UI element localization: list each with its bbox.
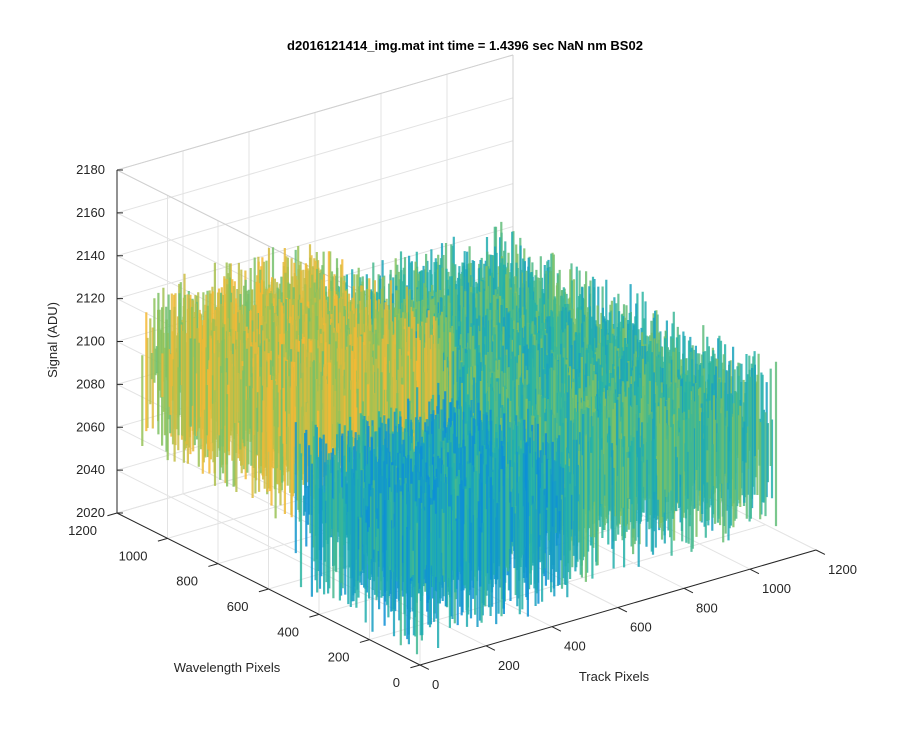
y-tick	[258, 588, 269, 593]
axes-lines	[107, 169, 826, 670]
y-tick-label: 200	[328, 650, 350, 665]
grid-line	[116, 183, 514, 300]
x-tick-label: 1000	[762, 581, 791, 596]
x-tick-label: 200	[498, 658, 520, 673]
x-tick	[749, 568, 760, 575]
x-tick-label: 0	[432, 677, 439, 692]
chart-title: d2016121414_img.mat int time = 1.4396 se…	[287, 38, 643, 53]
y-tick	[410, 664, 421, 669]
z-tick-label: 2060	[76, 419, 105, 434]
z-tick-label: 2160	[76, 205, 105, 220]
y-tick	[107, 512, 118, 517]
x-tick	[485, 645, 496, 651]
y-tick-label: 1200	[68, 523, 97, 538]
z-tick-label: 2040	[76, 462, 105, 477]
y-axis-label: Wavelength Pixels	[174, 660, 281, 675]
x-axis-label: Track Pixels	[579, 669, 650, 684]
x-tick	[617, 607, 628, 613]
x-tick-label: 400	[564, 639, 586, 654]
y-tick-label: 800	[176, 574, 198, 589]
grid-line	[116, 97, 514, 214]
z-tick-label: 2100	[76, 334, 105, 349]
y-tick	[157, 537, 168, 542]
box-edge	[116, 54, 514, 171]
y-tick-label: 0	[393, 675, 400, 690]
y-tick-label: 400	[277, 624, 299, 639]
x-tick	[551, 626, 562, 632]
x-tick	[815, 549, 826, 555]
y-tick-label: 600	[227, 599, 249, 614]
x-tick	[683, 587, 694, 594]
surface-plot	[141, 221, 778, 655]
grid-line	[116, 140, 514, 257]
z-tick-label: 2140	[76, 248, 105, 263]
tick-labels: 0 200 400 600 800 1000 1200 0 200 400 600 800 1000 12…	[68, 162, 857, 692]
x-tick-label: 600	[630, 620, 652, 635]
x-tick-label: 800	[696, 600, 718, 615]
x-tick-label: 1200	[828, 562, 857, 577]
z-tick-label: 2180	[76, 162, 105, 177]
y-tick	[208, 563, 219, 567]
z-tick-label: 2020	[76, 505, 105, 520]
z-tick-label: 2120	[76, 291, 105, 306]
y-tick-label: 1000	[119, 548, 148, 563]
z-tick-label: 2080	[76, 376, 105, 391]
y-tick	[309, 613, 320, 618]
x-tick	[419, 664, 430, 670]
y-tick	[359, 639, 370, 643]
z-axis-label: Signal (ADU)	[45, 302, 60, 378]
